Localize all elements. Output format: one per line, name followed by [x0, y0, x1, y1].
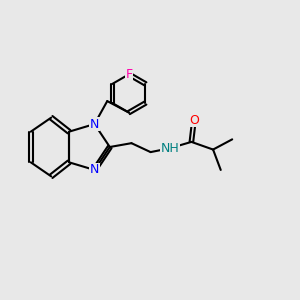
- Text: N: N: [90, 118, 99, 130]
- Text: NH: NH: [160, 142, 179, 155]
- Text: N: N: [90, 164, 99, 176]
- Text: F: F: [125, 68, 133, 81]
- Text: O: O: [189, 114, 199, 127]
